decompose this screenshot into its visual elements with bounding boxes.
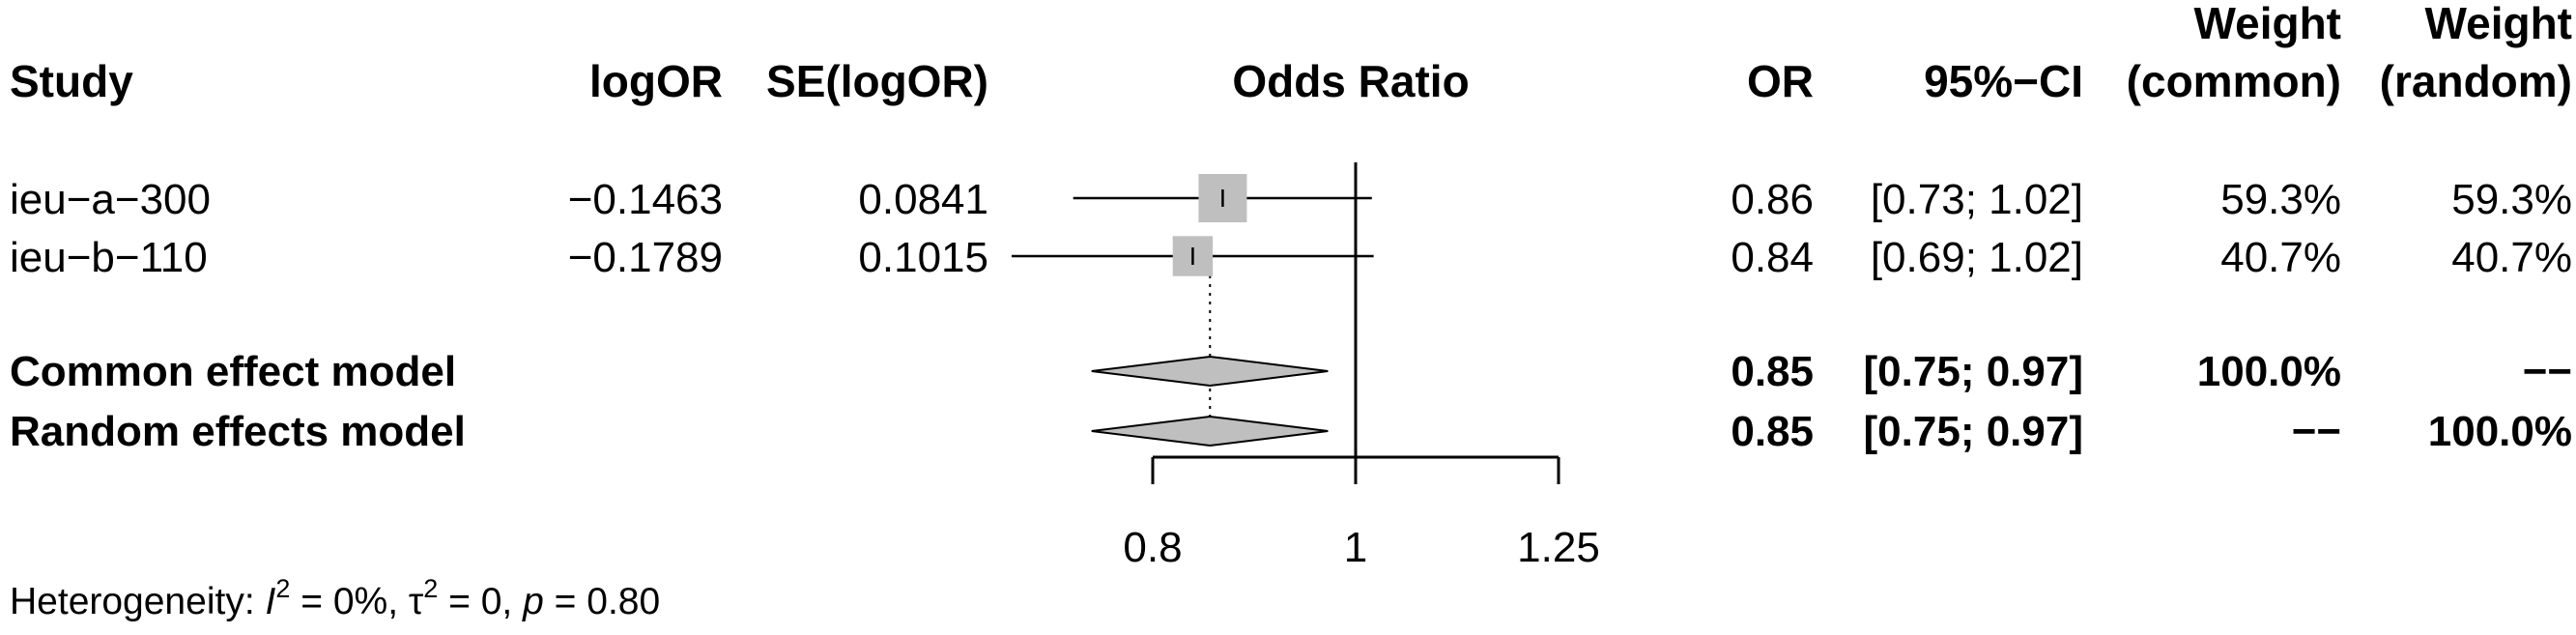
study-weight-random: 59.3%: [2451, 176, 2572, 223]
tau-symbol: τ: [409, 581, 424, 622]
i2-symbol: I: [266, 581, 276, 622]
model-ci: [0.75; 0.97]: [1864, 348, 2083, 395]
i2-exponent: 2: [275, 574, 290, 603]
heterogeneity-text: Heterogeneity: I2 = 0%, τ2 = 0, p = 0.80: [10, 574, 660, 622]
model-name: Common effect model: [10, 348, 456, 395]
model-weight-common: −−: [2292, 408, 2341, 455]
header-se: SE(logOR): [766, 56, 988, 106]
study-weight-random: 40.7%: [2451, 234, 2572, 281]
header-weight-random-bottom: (random): [2380, 56, 2572, 106]
study-se: 0.1015: [858, 234, 988, 281]
plot-area: 0.8 1 1.25: [1011, 162, 1600, 571]
study-weight-common: 59.3%: [2220, 176, 2341, 223]
model-ci: [0.75; 0.97]: [1864, 408, 2083, 455]
study-or: 0.86: [1731, 176, 1814, 223]
header-study: Study: [10, 56, 133, 106]
model-name: Random effects model: [10, 408, 466, 455]
study-weight-common: 40.7%: [2220, 234, 2341, 281]
x-axis-tick-label: 0.8: [1123, 524, 1182, 571]
study-name: ieu−a−300: [10, 176, 211, 223]
x-axis-tick-label: 1: [1344, 524, 1367, 571]
model-row: Common effect model 0.85 [0.75; 0.97] 10…: [10, 348, 2572, 395]
study-se: 0.0841: [858, 176, 988, 223]
model-weight-random: −−: [2523, 348, 2572, 395]
x-axis-tick-label: 1.25: [1517, 524, 1600, 571]
study-ci: [0.69; 1.02]: [1871, 234, 2083, 281]
model-or: 0.85: [1731, 408, 1814, 455]
study-name: ieu−b−110: [10, 234, 208, 281]
study-logor: −0.1463: [568, 176, 723, 223]
study-or: 0.84: [1731, 234, 1814, 281]
header-weight-common-top: Weight: [2194, 0, 2341, 48]
header-plot: Odds Ratio: [1232, 56, 1469, 106]
header-weight-common-bottom: (common): [2127, 56, 2341, 106]
model-diamond: [1091, 415, 1329, 447]
model-row: Random effects model 0.85 [0.75; 0.97] −…: [10, 408, 2572, 455]
model-or: 0.85: [1731, 348, 1814, 395]
p-value: = 0.80: [544, 581, 660, 622]
study-row: ieu−a−300 −0.1463 0.0841 0.86 [0.73; 1.0…: [10, 176, 2572, 223]
header-weight-random-top: Weight: [2425, 0, 2572, 48]
header-or: OR: [1747, 56, 1814, 106]
study-ci: [0.73; 1.02]: [1871, 176, 2083, 223]
model-diamond: [1091, 355, 1329, 388]
heterogeneity-prefix: Heterogeneity:: [10, 581, 266, 622]
study-logor: −0.1789: [568, 234, 723, 281]
tau-value: = 0,: [438, 581, 523, 622]
tau-exponent: 2: [423, 574, 438, 603]
header-logor: logOR: [589, 56, 723, 106]
model-weight-common: 100.0%: [2197, 348, 2341, 395]
p-symbol: p: [522, 581, 544, 622]
study-row: ieu−b−110 −0.1789 0.1015 0.84 [0.69; 1.0…: [10, 234, 2572, 281]
i2-value: = 0%,: [290, 581, 408, 622]
model-weight-random: 100.0%: [2428, 408, 2572, 455]
header-ci: 95%−CI: [1924, 56, 2083, 106]
